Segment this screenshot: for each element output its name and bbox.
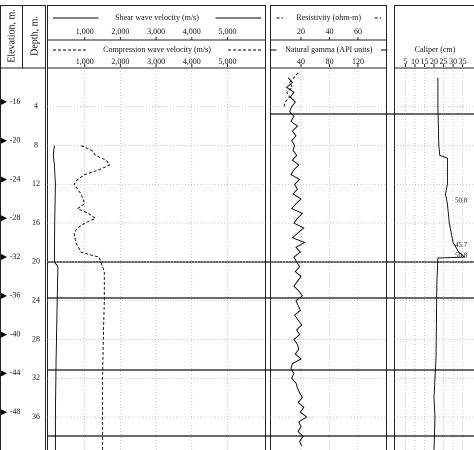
depth-tick-label: 24	[32, 296, 40, 305]
elevation-tick	[1, 98, 7, 105]
x-tick-label: 3,000	[147, 57, 165, 66]
x-tick-label: 5	[404, 57, 408, 66]
x-tick-label: 25	[440, 57, 448, 66]
x-tick-label: 4,000	[183, 57, 201, 66]
x-tick-label: 2,000	[111, 27, 129, 36]
elevation-tick	[1, 215, 7, 222]
depth-tick-label: 36	[32, 412, 40, 421]
x-tick-label: 60	[354, 27, 362, 36]
log-curve	[73, 145, 111, 450]
log-curve	[285, 77, 308, 447]
elevation-tick	[1, 331, 7, 338]
elevation-tick-label: -32	[10, 252, 21, 261]
elevation-tick	[1, 292, 7, 299]
x-tick-label: 2,000	[111, 57, 129, 66]
legend-label: Natural gamma (API units)	[285, 45, 373, 54]
x-tick-label: 80	[325, 57, 333, 66]
depth-tick-label: 4	[34, 102, 38, 111]
elevation-tick	[1, 254, 7, 261]
layer-boundaries	[47, 113, 474, 437]
track-frame	[394, 5, 474, 450]
elevation-label: Elevation, m.	[6, 9, 17, 63]
track-frame	[270, 5, 387, 450]
x-tick-label: 1,000	[76, 57, 94, 66]
x-tick-label: 40	[297, 57, 305, 66]
annotation: 50.8	[455, 196, 468, 204]
depth-tick-label: 32	[32, 373, 40, 382]
x-tick-label: 3,000	[147, 27, 165, 36]
elevation-tick-label: -20	[10, 136, 21, 145]
annotation: 45.7	[455, 241, 468, 249]
x-tick-label: 120	[352, 57, 364, 66]
x-tick-label: 5,000	[219, 57, 237, 66]
depth-tick-label: 8	[34, 140, 38, 149]
x-tick-label: 5,000	[219, 27, 237, 36]
legend-label: Resistivity (ohm-m)	[296, 13, 361, 22]
axis-column	[0, 5, 46, 450]
x-tick-label: 4,000	[183, 27, 201, 36]
x-tick-label: 20	[430, 57, 438, 66]
elevation-tick-label: -40	[10, 329, 21, 338]
elevation-tick	[1, 409, 7, 416]
elevation-tick	[1, 137, 7, 144]
elevation-tick-label: -44	[10, 368, 21, 377]
annotation: 50.8	[455, 252, 468, 260]
elevation-tick	[1, 176, 7, 183]
legend-label: Shear wave velocity (m/s)	[115, 13, 199, 22]
elevation-tick-label: -36	[10, 291, 21, 300]
depth-tick-label: 20	[32, 257, 40, 266]
elevation-tick-label: -24	[10, 174, 21, 183]
log-curve	[52, 145, 59, 450]
depth-tick-label: 16	[32, 218, 40, 227]
elevation-tick-label: -16	[10, 97, 21, 106]
x-tick-label: 40	[325, 27, 333, 36]
depth-tick-label: 12	[32, 179, 40, 188]
depth-label: Depth, m.	[29, 16, 40, 56]
x-tick-label: 35	[459, 57, 467, 66]
x-tick-label: 15	[421, 57, 429, 66]
x-tick-label: 10	[411, 57, 419, 66]
elevation-tick	[1, 370, 7, 377]
x-tick-label: 20	[297, 27, 305, 36]
elevation-tick-label: -28	[10, 213, 21, 222]
elevation-tick-label: -48	[10, 407, 21, 416]
legend-label: Compression wave velocity (m/s)	[103, 45, 211, 54]
x-tick-label: 1,000	[76, 27, 94, 36]
log-curve	[433, 77, 466, 450]
x-tick-label: 30	[449, 57, 457, 66]
legend-label: Caliper (cm)	[415, 45, 456, 54]
depth-tick-label: 28	[32, 334, 40, 343]
track-frame	[47, 5, 266, 450]
